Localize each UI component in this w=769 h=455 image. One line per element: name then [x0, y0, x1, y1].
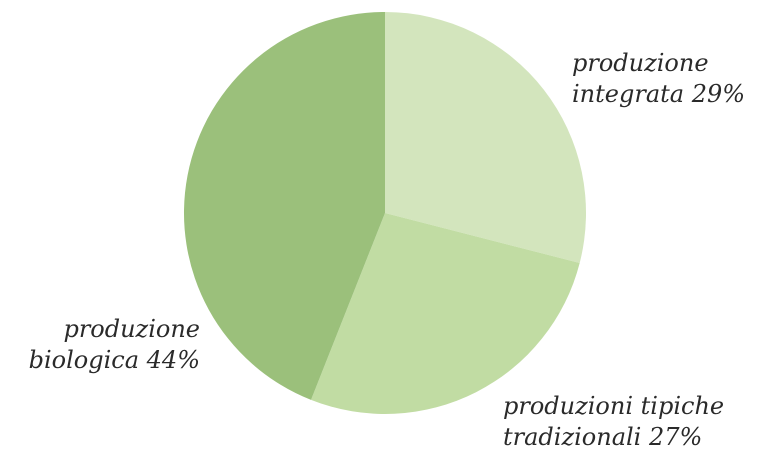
pie-slice-produzione-integrata — [385, 11, 587, 263]
pie-slices — [183, 11, 587, 415]
slice-label-line: biologica 44% — [28, 346, 200, 374]
slice-label-produzione-biologica: produzione biologica 44% — [29, 314, 200, 376]
pie-slice-produzioni-tipiche-tradizionali — [311, 213, 580, 415]
slice-label-line: tradizionali 27% — [503, 423, 703, 451]
slice-label-produzioni-tipiche-tradizionali: produzioni tipiche tradizionali 27% — [503, 391, 724, 453]
slice-label-line: produzioni tipiche — [503, 392, 725, 420]
slice-label-line: integrata 29% — [572, 80, 746, 108]
slice-label-line: produzione — [63, 315, 200, 343]
pie-slice-produzione-biologica — [183, 12, 385, 400]
slice-label-produzione-integrata: produzione integrata 29% — [572, 48, 745, 110]
slice-label-line: produzione — [572, 49, 709, 77]
